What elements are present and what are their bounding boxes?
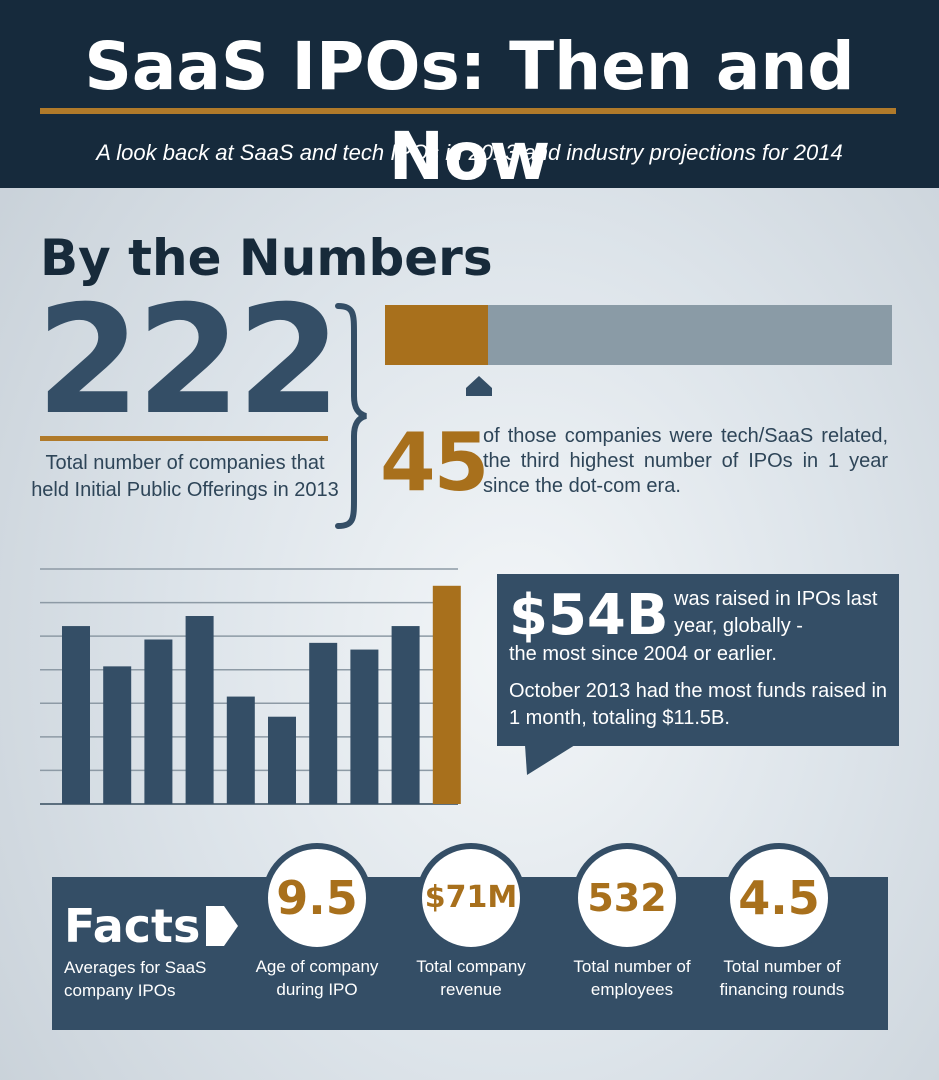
ipo-bar-chart xyxy=(40,568,461,805)
fact-value-financing-rounds: 4.5 xyxy=(724,843,834,953)
funds-raised-value: $54B xyxy=(509,583,669,648)
tech-share-progress-fill xyxy=(385,305,488,365)
total-ipos-number: 222 xyxy=(36,274,341,448)
chart-bar xyxy=(144,639,173,804)
facts-title: Facts xyxy=(64,899,201,953)
chart-bar xyxy=(309,642,338,804)
fact-value-company-age: 9.5 xyxy=(262,843,372,953)
total-ipos-divider xyxy=(40,436,328,441)
facts-description: Averages for SaaS company IPOs xyxy=(64,958,207,1000)
page-subtitle: A look back at SaaS and tech IPOs in 201… xyxy=(96,140,843,165)
funds-raised-text-cont: the most since 2004 or earlier. xyxy=(509,643,777,665)
chart-bar xyxy=(226,696,255,804)
chart-bar xyxy=(432,585,461,804)
fact-label-financing-rounds: Total number of financing rounds xyxy=(719,957,845,999)
fact-value-employees: 532 xyxy=(572,843,682,953)
funds-raised-text: was raised in IPOs last year, globally - xyxy=(674,588,878,637)
fact-label-revenue: Total company revenue xyxy=(416,957,526,999)
callout-tail xyxy=(525,745,575,775)
title-divider xyxy=(40,108,896,114)
header-banner xyxy=(0,0,939,188)
chart-bar xyxy=(185,616,214,804)
chart-bar xyxy=(268,716,296,804)
funds-raised-callout: $54B was raised in IPOs last year, globa… xyxy=(497,574,899,746)
tech-ipos-description: of those companies were tech/SaaS relate… xyxy=(483,425,888,497)
tech-share-progress-bar xyxy=(385,305,892,365)
chart-bar xyxy=(350,649,379,804)
pointer-up-icon xyxy=(466,376,492,396)
chart-bar xyxy=(103,666,132,804)
tech-ipos-number: 45 xyxy=(380,416,489,509)
fact-label-company-age: Age of company during IPO xyxy=(255,957,379,999)
monthly-funds-text: October 2013 had the most funds raised i… xyxy=(509,680,888,729)
fact-value-revenue: $71M xyxy=(416,843,526,953)
page-title: SaaS IPOs: Then and Now xyxy=(84,28,855,195)
curly-brace-icon xyxy=(335,303,367,529)
chart-bar xyxy=(62,626,90,804)
arrow-right-icon xyxy=(206,906,238,946)
chart-bar xyxy=(391,626,420,804)
section-heading-by-the-numbers: By the Numbers xyxy=(40,229,493,287)
total-ipos-description: Total number of companies that held Init… xyxy=(31,452,339,501)
fact-label-employees: Total number of employees xyxy=(573,957,691,999)
